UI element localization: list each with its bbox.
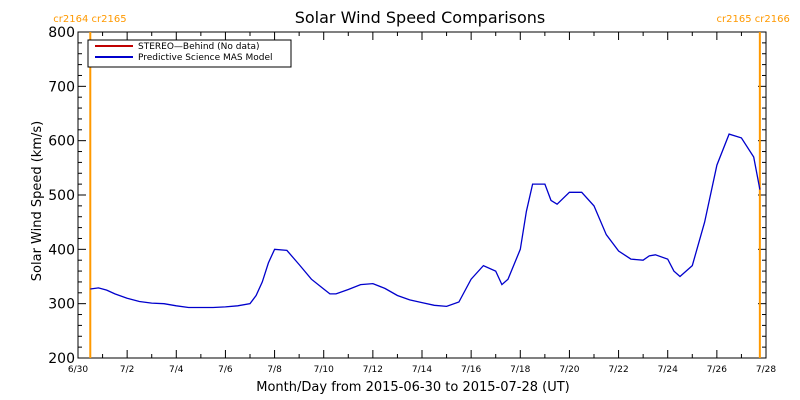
- x-axis-label: Month/Day from 2015-06-30 to 2015-07-28 …: [256, 380, 569, 395]
- x-tick-label: 7/8: [267, 365, 282, 375]
- x-tick-label: 7/14: [412, 365, 432, 375]
- y-tick-label: 200: [48, 351, 75, 367]
- x-tick-label: 7/2: [120, 365, 134, 375]
- y-tick-label: 700: [48, 79, 75, 95]
- y-tick-label: 600: [48, 134, 75, 150]
- chart-series: [90, 133, 761, 309]
- y-axis-label: Solar Wind Speed (km/s): [30, 121, 45, 281]
- legend-label: Predictive Science MAS Model: [138, 53, 273, 63]
- x-tick-label: 7/6: [218, 365, 233, 375]
- x-tick-label: 7/20: [559, 365, 579, 375]
- x-tick-label: 7/16: [461, 365, 481, 375]
- legend-label: STEREO—Behind (No data): [138, 42, 260, 52]
- x-tick-label: 7/26: [707, 365, 727, 375]
- legend-box: [87, 39, 292, 68]
- x-tick-label: 7/18: [510, 365, 530, 375]
- chart-legend: STEREO—Behind (No data)Predictive Scienc…: [87, 39, 292, 68]
- chart-axes: 200 300 400 500 600 700 800 6/30 7/2 7/4 7/6 7/8 7/1…: [48, 25, 776, 375]
- x-tick-label: 7/4: [169, 365, 184, 375]
- x-tick-label: 7/24: [658, 365, 678, 375]
- y-tick-label: 500: [48, 188, 75, 204]
- x-tick-label: 7/28: [756, 365, 776, 375]
- series-line-mas-model: [90, 133, 761, 309]
- carrington-label: cr2165 cr2166: [717, 14, 790, 25]
- chart-title: Solar Wind Speed Comparisons: [295, 8, 546, 27]
- carrington-markers: cr2164 cr2165 cr2165 cr2166: [53, 14, 790, 358]
- x-tick-label: 6/30: [68, 365, 88, 375]
- y-tick-label: 800: [48, 25, 75, 41]
- x-tick-label: 7/12: [363, 365, 383, 375]
- y-tick-label: 400: [48, 242, 75, 258]
- plot-frame: [77, 31, 767, 359]
- x-tick-label: 7/22: [608, 365, 628, 375]
- y-tick-label: 300: [48, 297, 75, 313]
- carrington-label: cr2164 cr2165: [53, 14, 126, 25]
- x-tick-label: 7/10: [314, 365, 334, 375]
